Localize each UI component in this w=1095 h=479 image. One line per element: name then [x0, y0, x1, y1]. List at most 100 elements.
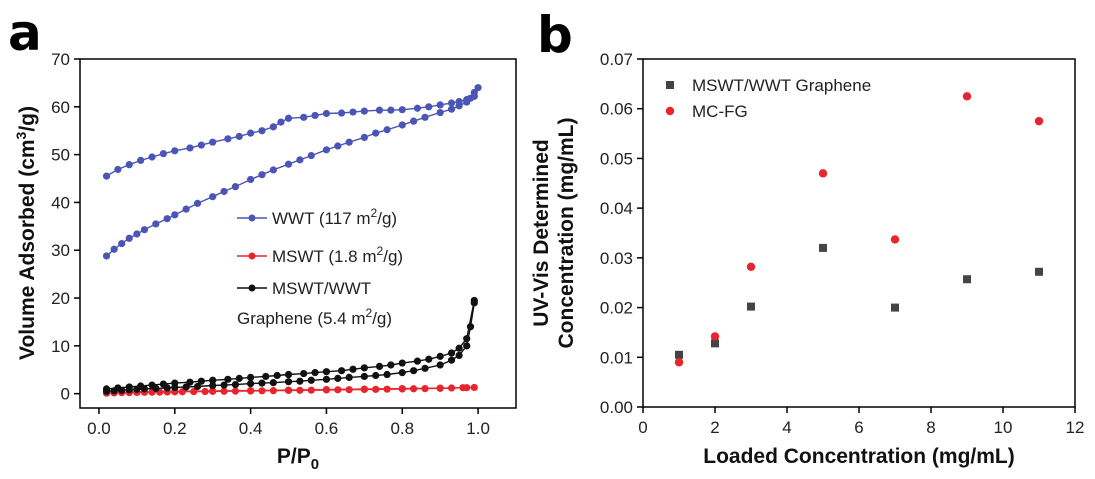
- data-point-mswt-wwt-graphene-desorption: [470, 296, 478, 305]
- data-point-mswt-wwt-graphene-desorption: [463, 335, 471, 343]
- chart-b-y-tick-label: 0.00: [600, 398, 633, 417]
- legend-label-graphene-line2: Graphene (5.4 m2/g): [237, 306, 392, 328]
- chart-a-y-tick-label: 40: [51, 193, 70, 212]
- data-point-mswt-wwt-graphene-desorption: [447, 349, 456, 357]
- panel-label-b: b: [537, 6, 573, 64]
- data-point-wwt-adsorption: [133, 230, 141, 238]
- data-point-mc-fg: [1034, 116, 1044, 126]
- data-point-mswt-wwt-graphene-desorption: [300, 369, 308, 378]
- chart-a-x-title: P/P0: [277, 445, 319, 473]
- data-point-mswt-desorption: [322, 385, 331, 394]
- data-point-mswt-wwt-graphene-desorption: [398, 359, 406, 367]
- data-point-mswt-wwt-graphene-desorption: [360, 364, 368, 372]
- data-point-wwt-desorption: [470, 92, 478, 100]
- data-point-mswt-wwt-graphene-desorption: [262, 372, 270, 381]
- data-point-wwt-adsorption: [447, 105, 456, 113]
- data-point-wwt-desorption: [269, 123, 277, 131]
- data-point-mswt-wwt-graphene-adsorption: [307, 376, 315, 384]
- data-point-mswt-wwt-graphene-adsorption: [372, 371, 380, 380]
- data-point-wwt-adsorption: [398, 121, 406, 129]
- legend-label-graphene-line1: MSWT/WWT: [272, 279, 371, 298]
- data-point-wwt-adsorption: [258, 171, 266, 179]
- chart-b-series: [674, 92, 1044, 367]
- data-point-mswt-wwt-graphene-desorption: [247, 373, 255, 382]
- data-point-wwt-desorption: [284, 114, 293, 122]
- data-point-mswt-wwt-graphene-adsorption: [322, 375, 331, 383]
- chart-a-series: [102, 84, 482, 397]
- data-point-mswt-wwt-graphene: [675, 350, 683, 359]
- chart-b-y-tick-label: 0.07: [600, 50, 633, 69]
- chart-b-x-tick-label: 6: [854, 418, 863, 437]
- data-point-mswt-wwt-graphene: [891, 303, 899, 312]
- chart-b-y-title-line1: UV-Vis Determined: [530, 139, 553, 327]
- data-point-mswt-wwt-graphene-desorption: [171, 379, 179, 387]
- data-point-mswt-desorption: [463, 384, 471, 392]
- chart-a-x-tick-label: 0.0: [87, 419, 111, 438]
- data-point-wwt-desorption: [311, 111, 319, 120]
- data-point-wwt-adsorption: [152, 220, 160, 228]
- data-point-wwt-desorption: [114, 165, 122, 174]
- chart-a-y-tick-label: 0: [61, 385, 70, 404]
- data-point-mswt-wwt-graphene-desorption: [186, 378, 194, 386]
- data-point-wwt-desorption: [235, 132, 243, 141]
- data-point-wwt-adsorption: [269, 166, 277, 174]
- data-point-wwt-desorption: [322, 109, 331, 118]
- chart-a-x-tick-label: 0.6: [315, 419, 339, 438]
- panel-label-a: a: [8, 4, 42, 62]
- chart-b-x-axis: 0 2 4 6 8 10 12: [638, 407, 1084, 437]
- chart-b-x-tick-label: 2: [710, 418, 719, 437]
- data-point-mswt-wwt-graphene-adsorption: [455, 351, 463, 360]
- data-point-wwt-desorption: [300, 113, 308, 121]
- chart-a-y-tick-label: 50: [51, 146, 70, 165]
- data-point-mswt-wwt-graphene-adsorption: [209, 381, 217, 390]
- data-point-wwt-desorption: [375, 106, 384, 114]
- data-point-wwt-desorption: [258, 127, 266, 135]
- chart-a-y-tick-label: 60: [51, 98, 70, 117]
- data-point-wwt-desorption: [224, 135, 232, 143]
- data-point-wwt-adsorption: [307, 151, 315, 160]
- legend-marker-graphene: [248, 284, 256, 292]
- data-point-wwt-desorption: [186, 144, 194, 152]
- data-point-wwt-desorption: [338, 109, 346, 117]
- data-point-mswt-wwt-graphene: [963, 275, 971, 284]
- data-point-mswt-desorption: [209, 387, 217, 395]
- data-point-mswt-wwt-graphene-adsorption: [436, 361, 444, 369]
- data-point-mswt-wwt-graphene-adsorption: [360, 372, 368, 381]
- chart-a-y-tick-label: 30: [51, 241, 70, 260]
- legend-marker-graphene-b: [666, 81, 674, 89]
- data-point-mswt-desorption: [284, 386, 293, 394]
- data-point-wwt-adsorption: [247, 175, 255, 184]
- data-point-wwt-adsorption: [372, 129, 380, 137]
- chart-b-y-tick-label: 0.04: [600, 199, 633, 218]
- data-point-wwt-desorption: [247, 129, 255, 137]
- chart-a-y-title: Volume Adsorbed (cm3/g): [13, 106, 39, 360]
- chart-b-x-tick-label: 8: [926, 418, 935, 437]
- data-point-wwt-adsorption: [140, 226, 149, 234]
- data-point-mswt-wwt-graphene: [747, 302, 755, 311]
- data-point-mswt-wwt-graphene-adsorption: [193, 382, 202, 391]
- data-point-mc-fg: [890, 235, 900, 244]
- data-point-wwt-desorption: [425, 103, 433, 111]
- data-point-wwt-adsorption: [231, 183, 240, 191]
- chart-b-y-tick-label: 0.06: [600, 100, 633, 119]
- data-point-wwt-adsorption: [182, 205, 190, 213]
- data-point-mswt-wwt-graphene-adsorption: [258, 379, 266, 387]
- legend-item-graphene: MSWT/WWT Graphene (5.4 m2/g): [237, 279, 392, 328]
- data-point-wwt-desorption: [171, 147, 179, 155]
- chart-b-x-tick-label: 12: [1066, 418, 1085, 437]
- data-point-mswt-wwt-graphene-desorption: [349, 365, 357, 373]
- data-point-mc-fg: [674, 358, 684, 367]
- data-point-mc-fg: [746, 262, 756, 272]
- data-point-wwt-adsorption: [220, 187, 228, 196]
- data-point-mswt-wwt-graphene-desorption: [235, 374, 243, 382]
- data-point-wwt-desorption: [360, 107, 368, 115]
- data-point-mswt-wwt-graphene-desorption: [224, 375, 232, 383]
- data-point-wwt-adsorption: [410, 117, 418, 125]
- data-point-mswt-wwt-graphene-adsorption: [334, 374, 342, 382]
- data-point-wwt-desorption: [387, 106, 395, 114]
- data-point-mswt-desorption: [398, 385, 406, 393]
- chart-b-y-axis: 0.00 0.01 0.02 0.03 0.04 0.05 0.06 0.07: [600, 50, 643, 417]
- chart-a-legend: WWT (117 m2/g) MSWT (1.8 m2/g) MSWT/WWT …: [237, 206, 403, 328]
- data-point-wwt-adsorption: [334, 142, 342, 150]
